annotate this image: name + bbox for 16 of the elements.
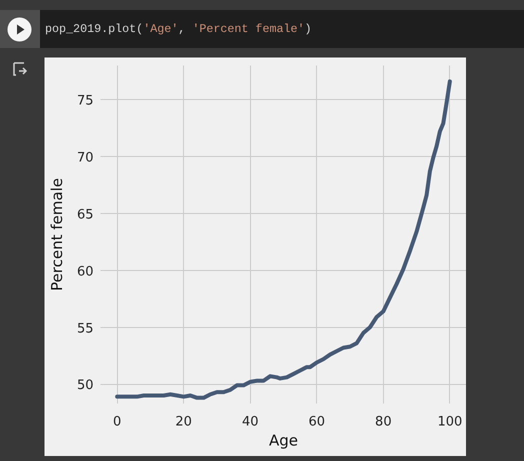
- x-tick-label: 20: [175, 414, 192, 430]
- text: pop_2019.plot('Age', 'Percent female'): [45, 21, 312, 37]
- y-axis-title: Percent female: [48, 178, 66, 291]
- x-axis-title: Age: [268, 432, 298, 450]
- y-tick-label: 55: [76, 321, 94, 336]
- x-tick-label: 0: [113, 414, 122, 430]
- y-tick-label: 50: [76, 378, 94, 394]
- x-tick-label: 40: [242, 414, 259, 430]
- x-tick-label: 60: [308, 414, 326, 430]
- x-tick-label: 100: [437, 414, 462, 430]
- x-tick-label: 80: [375, 414, 392, 430]
- y-tick-label: 65: [76, 207, 94, 222]
- y-tick-label: 60: [76, 264, 94, 280]
- y-tick-label: 70: [76, 150, 94, 166]
- y-tick-label: 75: [76, 94, 94, 109]
- line-series: [115, 79, 452, 400]
